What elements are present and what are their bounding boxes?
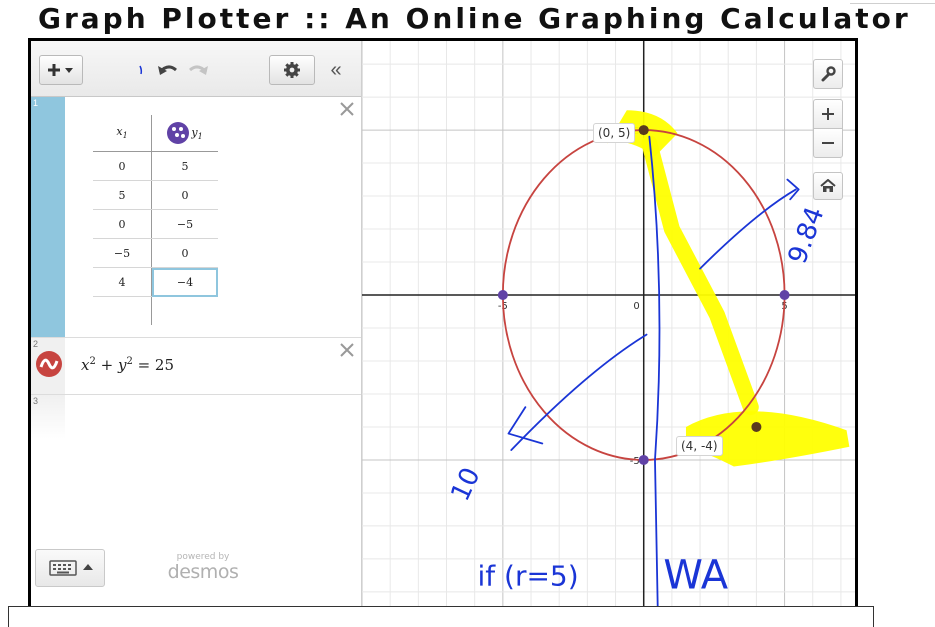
table-cell-y-selected[interactable]: −4 (151, 267, 218, 297)
close-icon (340, 102, 354, 116)
ink-text-verdict: WA (663, 553, 728, 599)
page-title: Graph Plotter :: An Online Graphing Calc… (38, 2, 911, 35)
expression-index-bar: 2 (31, 338, 65, 394)
expression-equation[interactable]: 2 x2 + y2 = 25 (31, 338, 361, 395)
table-row: 5 0 (93, 180, 218, 210)
table-cell-x[interactable]: 0 (93, 151, 152, 181)
expression-index: 1 (33, 98, 39, 108)
delete-expression-button[interactable] (339, 99, 355, 121)
top-rule (850, 3, 935, 4)
expression-index: 2 (33, 339, 39, 349)
zoom-in-button[interactable] (813, 99, 843, 129)
highlight-mark (685, 411, 850, 467)
point-label[interactable]: (0, 5) (593, 123, 636, 143)
keyboard-icon (49, 560, 93, 576)
table-cell-y[interactable]: 0 (151, 238, 218, 268)
expression-toolbar: « (31, 41, 361, 97)
add-item-button[interactable] (39, 55, 83, 85)
expression-index-bar: 3 (31, 395, 65, 439)
ink-arrow-distance (699, 178, 800, 270)
settings-button[interactable] (269, 55, 315, 85)
table-row: 0 −5 (93, 209, 218, 239)
stray-ink-mark (139, 65, 145, 75)
graph-settings-button[interactable] (813, 59, 843, 89)
home-icon (820, 179, 836, 192)
zoom-in-icon (822, 108, 834, 120)
expression-index: 3 (33, 396, 39, 406)
keypad-toggle-button[interactable] (35, 549, 105, 587)
table-point (779, 290, 790, 301)
close-icon (340, 343, 354, 357)
table-cell-y[interactable]: 0 (151, 180, 218, 210)
point-label[interactable]: (4, -4) (676, 436, 723, 456)
calculator-frame: « 1 x1 y1 (28, 38, 858, 618)
table-cell-x[interactable]: 0 (93, 209, 152, 239)
redo-icon (189, 65, 208, 75)
expression-index-bar: 1 (31, 97, 65, 337)
table-point (751, 421, 762, 432)
expression-table[interactable]: 1 x1 y1 0 (31, 97, 361, 338)
highlight-mark (641, 135, 759, 416)
expression-panel: « 1 x1 y1 (31, 41, 362, 615)
table-cell-x[interactable]: −5 (93, 238, 152, 268)
ink-text-distance: 9.84 (783, 203, 831, 268)
undo-icon (158, 65, 177, 75)
ink-vertical-stroke (648, 135, 661, 613)
zoom-out-icon (822, 142, 834, 144)
expression-empty[interactable]: 3 (31, 395, 361, 439)
graph-toggle-icon[interactable] (36, 351, 62, 377)
table-header-x[interactable]: x1 (93, 115, 152, 152)
table-row: 0 5 (93, 151, 218, 181)
table-point (497, 290, 508, 301)
double-chevron-left-icon: « (330, 58, 342, 81)
collapse-panel-button[interactable]: « (323, 57, 349, 83)
zoom-out-button[interactable] (813, 128, 843, 158)
powered-by-text: powered by (176, 552, 230, 562)
table-cell-y-empty[interactable] (151, 296, 218, 325)
table-cell-x-empty[interactable] (93, 297, 152, 326)
desmos-logo[interactable]: desmos (167, 561, 239, 583)
table-header-y[interactable]: y1 (151, 115, 218, 152)
table-row: −5 0 (93, 238, 218, 268)
content-box-below (8, 606, 874, 627)
equation-text[interactable]: x2 + y2 = 25 (81, 356, 175, 374)
undo-button[interactable] (155, 59, 181, 81)
ink-text-radius: 10 (445, 463, 486, 506)
table-cell-y[interactable]: 5 (151, 151, 218, 181)
data-table: x1 y1 0 5 5 0 0 (93, 115, 218, 325)
delete-expression-button[interactable] (339, 340, 355, 362)
table-row: 4 −4 (93, 267, 218, 297)
table-point (638, 454, 649, 465)
point-style-icon[interactable] (167, 122, 190, 144)
table-cell-x[interactable]: 4 (93, 267, 152, 297)
wrench-icon (821, 66, 836, 82)
tick-label-y-neg: -5 (630, 456, 640, 467)
table-cell-y[interactable]: −5 (151, 209, 218, 239)
redo-button[interactable] (185, 59, 211, 81)
ink-text-condition: if (r=5) (478, 559, 579, 592)
table-row-empty (93, 296, 218, 326)
table-cell-x[interactable]: 5 (93, 180, 152, 210)
ink-arrow-radius (507, 333, 648, 451)
tick-label-origin: 0 (633, 301, 639, 312)
table-point (638, 125, 649, 136)
gear-icon (284, 62, 300, 78)
default-viewport-button[interactable] (813, 172, 843, 200)
plus-dropdown-icon (48, 64, 73, 76)
